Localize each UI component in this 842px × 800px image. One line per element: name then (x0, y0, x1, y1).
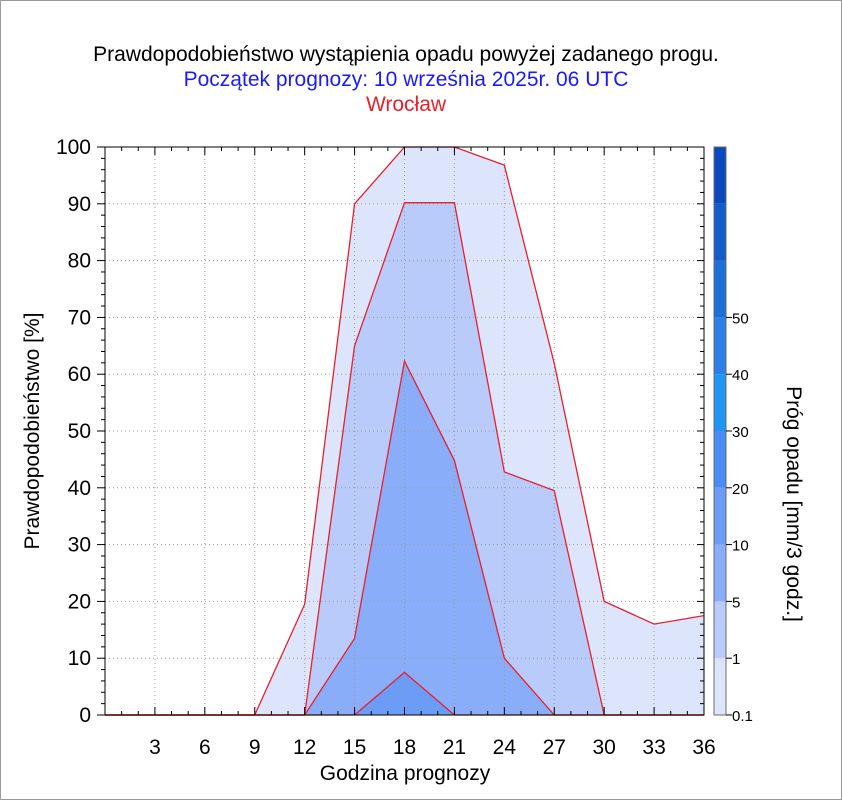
colorbar-segment-3 (714, 487, 726, 545)
x-tick-label-9: 9 (249, 736, 261, 759)
y-tick-label-60: 60 (68, 363, 91, 386)
grid-lines (105, 147, 704, 715)
colorbar-segment-9 (714, 147, 726, 204)
x-tick-label-3: 3 (149, 736, 161, 759)
chart-subtitle: Początek prognozy: 10 września 2025r. 06… (183, 68, 629, 91)
colorbar-label-5: 30 (732, 424, 749, 441)
x-axis-label: Godzina prognozy (320, 762, 491, 785)
colorbar-label-7: 50 (732, 310, 749, 327)
colorbar-segment-7 (714, 260, 726, 318)
colorbar-segment-2 (714, 544, 726, 602)
chart-title: Prawdopodobieństwo wystąpienia opadu pow… (93, 43, 719, 66)
x-tick-label-24: 24 (493, 736, 517, 759)
x-tick-label-36: 36 (692, 736, 715, 759)
y-tick-label-0: 0 (79, 704, 91, 727)
colorbar-segment-5 (714, 374, 726, 431)
colorbar-segment-4 (714, 431, 726, 488)
y-tick-label-90: 90 (68, 193, 91, 216)
y-tick-label-70: 70 (68, 306, 91, 329)
colorbar-segment-6 (714, 317, 726, 375)
y-tick-label-20: 20 (68, 590, 91, 613)
colorbar-label: Próg opadu [mm/3 godz.] (782, 386, 805, 622)
y-tick-label-100: 100 (56, 136, 91, 159)
colorbar-label-2: 5 (732, 594, 740, 611)
colorbar-label-6: 40 (732, 367, 749, 384)
y-tick-label-50: 50 (68, 420, 91, 443)
y-tick-label-40: 40 (68, 477, 91, 500)
y-axis-label: Prawdopodobieństwo [%] (21, 313, 44, 550)
x-tick-label-6: 6 (199, 736, 211, 759)
area-threshold-3 (105, 672, 704, 715)
colorbar-segment-0 (714, 658, 726, 715)
x-tick-label-30: 30 (592, 736, 615, 759)
y-tick-label-10: 10 (68, 647, 91, 670)
plot-axes: 3 6 9 12 15 18 21 24 27 30 33 360102030405060708090… (56, 136, 716, 759)
location-label: Wrocław (365, 93, 447, 116)
x-tick-label-12: 12 (293, 736, 316, 759)
colorbar-segment-1 (714, 601, 726, 659)
x-tick-label-33: 33 (642, 736, 665, 759)
area-threshold-2 (105, 361, 704, 715)
colorbar-label-0: 0.1 (732, 708, 753, 725)
y-tick-label-30: 30 (68, 534, 91, 557)
y-tick-label-80: 80 (68, 250, 91, 273)
colorbar: 0.1 1 5 10 20 30 40 50 (713, 146, 753, 725)
colorbar-segment-8 (714, 203, 726, 261)
colorbar-label-1: 1 (732, 651, 740, 668)
colorbar-label-4: 20 (732, 481, 749, 498)
x-tick-label-27: 27 (543, 736, 566, 759)
x-tick-label-18: 18 (393, 736, 416, 759)
x-tick-label-15: 15 (343, 736, 366, 759)
colorbar-label-3: 10 (732, 538, 749, 555)
x-tick-label-21: 21 (443, 736, 466, 759)
